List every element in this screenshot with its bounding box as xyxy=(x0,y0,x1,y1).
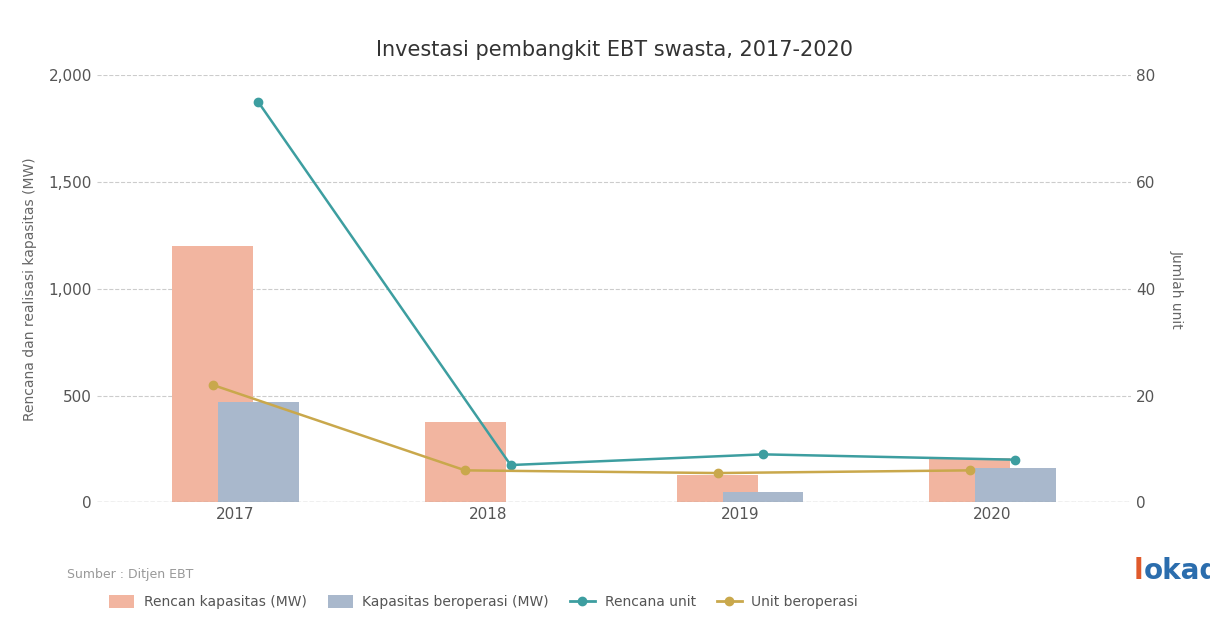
Y-axis label: Jumlah unit: Jumlah unit xyxy=(1170,249,1183,328)
Legend: Rencan kapasitas (MW), Kapasitas beroperasi (MW), Rencana unit, Unit beroperasi: Rencan kapasitas (MW), Kapasitas beroper… xyxy=(104,590,864,615)
Bar xyxy=(425,422,506,502)
Text: l: l xyxy=(1134,557,1143,585)
Bar xyxy=(975,468,1055,502)
Bar xyxy=(929,458,1010,502)
Title: Investasi pembangkit EBT swasta, 2017-2020: Investasi pembangkit EBT swasta, 2017-20… xyxy=(375,40,853,60)
Text: okadata: okadata xyxy=(1143,557,1210,585)
Y-axis label: Rencana dan realisasi kapasitas (MW): Rencana dan realisasi kapasitas (MW) xyxy=(23,157,38,421)
Bar xyxy=(218,402,299,502)
Bar xyxy=(173,246,253,502)
Bar xyxy=(678,475,757,502)
Text: Sumber : Ditjen EBT: Sumber : Ditjen EBT xyxy=(67,568,192,581)
Bar xyxy=(722,492,803,502)
